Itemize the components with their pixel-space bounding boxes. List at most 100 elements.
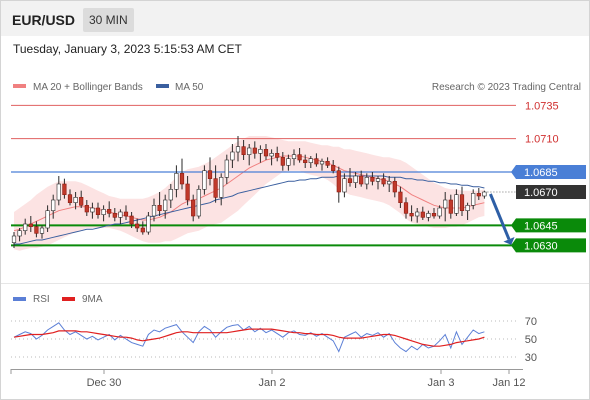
candle-body-down xyxy=(62,183,67,195)
candle xyxy=(314,153,319,167)
candle-body-down xyxy=(297,154,302,161)
candle-body-down xyxy=(359,175,364,185)
candle-body-up xyxy=(247,147,252,155)
candle-body-up xyxy=(269,153,274,157)
candle xyxy=(247,144,252,166)
candle xyxy=(297,148,302,163)
rsi-panel: 70 50 30 xyxy=(11,316,537,364)
candle xyxy=(370,172,375,186)
candle xyxy=(11,232,17,248)
candle-body-down xyxy=(398,191,403,203)
credit-label: Research © 2023 Trading Central xyxy=(432,82,581,93)
candle xyxy=(403,197,409,219)
candle xyxy=(62,178,67,199)
symbol-label: EUR/USD xyxy=(12,12,76,28)
pivot-label: 1.0685 xyxy=(524,167,558,179)
candle xyxy=(135,218,140,232)
candle xyxy=(431,208,437,219)
candle xyxy=(34,221,39,238)
x-axis: Dec 30 Jan 2 Jan 3 Jan 12 xyxy=(10,369,526,389)
candle xyxy=(459,186,465,216)
candle xyxy=(129,212,134,228)
candle xyxy=(353,172,358,188)
candle-body-down xyxy=(370,177,375,182)
candle xyxy=(39,225,45,239)
support-tag xyxy=(511,238,586,253)
candle xyxy=(101,205,106,222)
candle xyxy=(415,208,420,223)
candle xyxy=(364,173,369,190)
candle xyxy=(454,189,459,216)
candle xyxy=(157,192,162,216)
candle-body-down xyxy=(331,165,336,171)
candle xyxy=(347,168,353,187)
forecast-arrow xyxy=(489,193,515,245)
candle-body-down xyxy=(336,170,341,193)
candle-body-down xyxy=(129,215,134,225)
candle-body-down xyxy=(157,205,162,211)
candle-body-up xyxy=(51,199,56,211)
candle xyxy=(448,194,453,219)
candle-body-up xyxy=(426,213,431,218)
candle-body-down xyxy=(280,157,285,166)
candle-body-down xyxy=(314,158,319,165)
candle-body-down xyxy=(409,213,414,217)
candle-body-down xyxy=(140,227,145,233)
candle-body-up xyxy=(39,227,45,234)
candle-body-up xyxy=(291,154,297,159)
ma9-legend-swatch xyxy=(62,297,75,301)
candle-body-up xyxy=(353,175,358,183)
candle-body-up xyxy=(90,207,95,213)
candle xyxy=(308,156,313,168)
candle xyxy=(235,136,241,162)
candle xyxy=(476,188,481,200)
candle xyxy=(482,190,487,199)
candle xyxy=(319,158,325,171)
candle xyxy=(359,170,364,187)
candle xyxy=(286,154,291,171)
rsi-legend-label: RSI xyxy=(33,294,50,305)
candle xyxy=(23,218,28,235)
candle-body-down xyxy=(431,213,437,217)
candle-body-up xyxy=(443,199,448,209)
candle-body-up xyxy=(118,211,123,218)
candle xyxy=(56,176,61,206)
candle-body-up xyxy=(196,189,201,217)
candle xyxy=(342,173,347,198)
candle xyxy=(107,201,112,218)
timeframe-badge[interactable]: 30 MIN xyxy=(83,8,134,32)
level-labels: 1.0735 1.0710 1.0685 1.0670 1.0645 1.0630 xyxy=(511,100,586,253)
candle xyxy=(207,157,213,186)
candle-body-down xyxy=(252,147,257,154)
candle xyxy=(471,189,476,210)
candle-body-up xyxy=(17,230,22,237)
candle-body-up xyxy=(308,158,313,163)
candle xyxy=(90,202,95,219)
candle-body-down xyxy=(403,202,409,214)
candle-body-down xyxy=(347,178,353,183)
pivot-tag xyxy=(511,165,586,179)
candle xyxy=(381,173,386,187)
candle xyxy=(409,205,414,222)
candle-body-up xyxy=(219,177,224,198)
candle-body-up xyxy=(364,177,369,185)
candle-body-up xyxy=(375,178,381,182)
candle xyxy=(375,176,381,190)
x-tick-label: Jan 12 xyxy=(492,377,525,389)
candle xyxy=(191,194,196,222)
candle-body-up xyxy=(45,210,50,229)
support-tag xyxy=(511,218,586,233)
candle xyxy=(179,158,185,190)
candle xyxy=(443,192,448,222)
resistance-label: 1.0710 xyxy=(525,134,559,146)
candle-body-up xyxy=(23,223,28,231)
candle xyxy=(280,152,285,171)
candle-body-up xyxy=(465,205,470,211)
candle-body-down xyxy=(191,199,196,217)
candle xyxy=(17,228,22,242)
forecast-arrow-head xyxy=(503,237,515,245)
candle-body-up xyxy=(454,194,459,214)
candle-body-down xyxy=(459,194,465,211)
candle xyxy=(51,194,56,219)
